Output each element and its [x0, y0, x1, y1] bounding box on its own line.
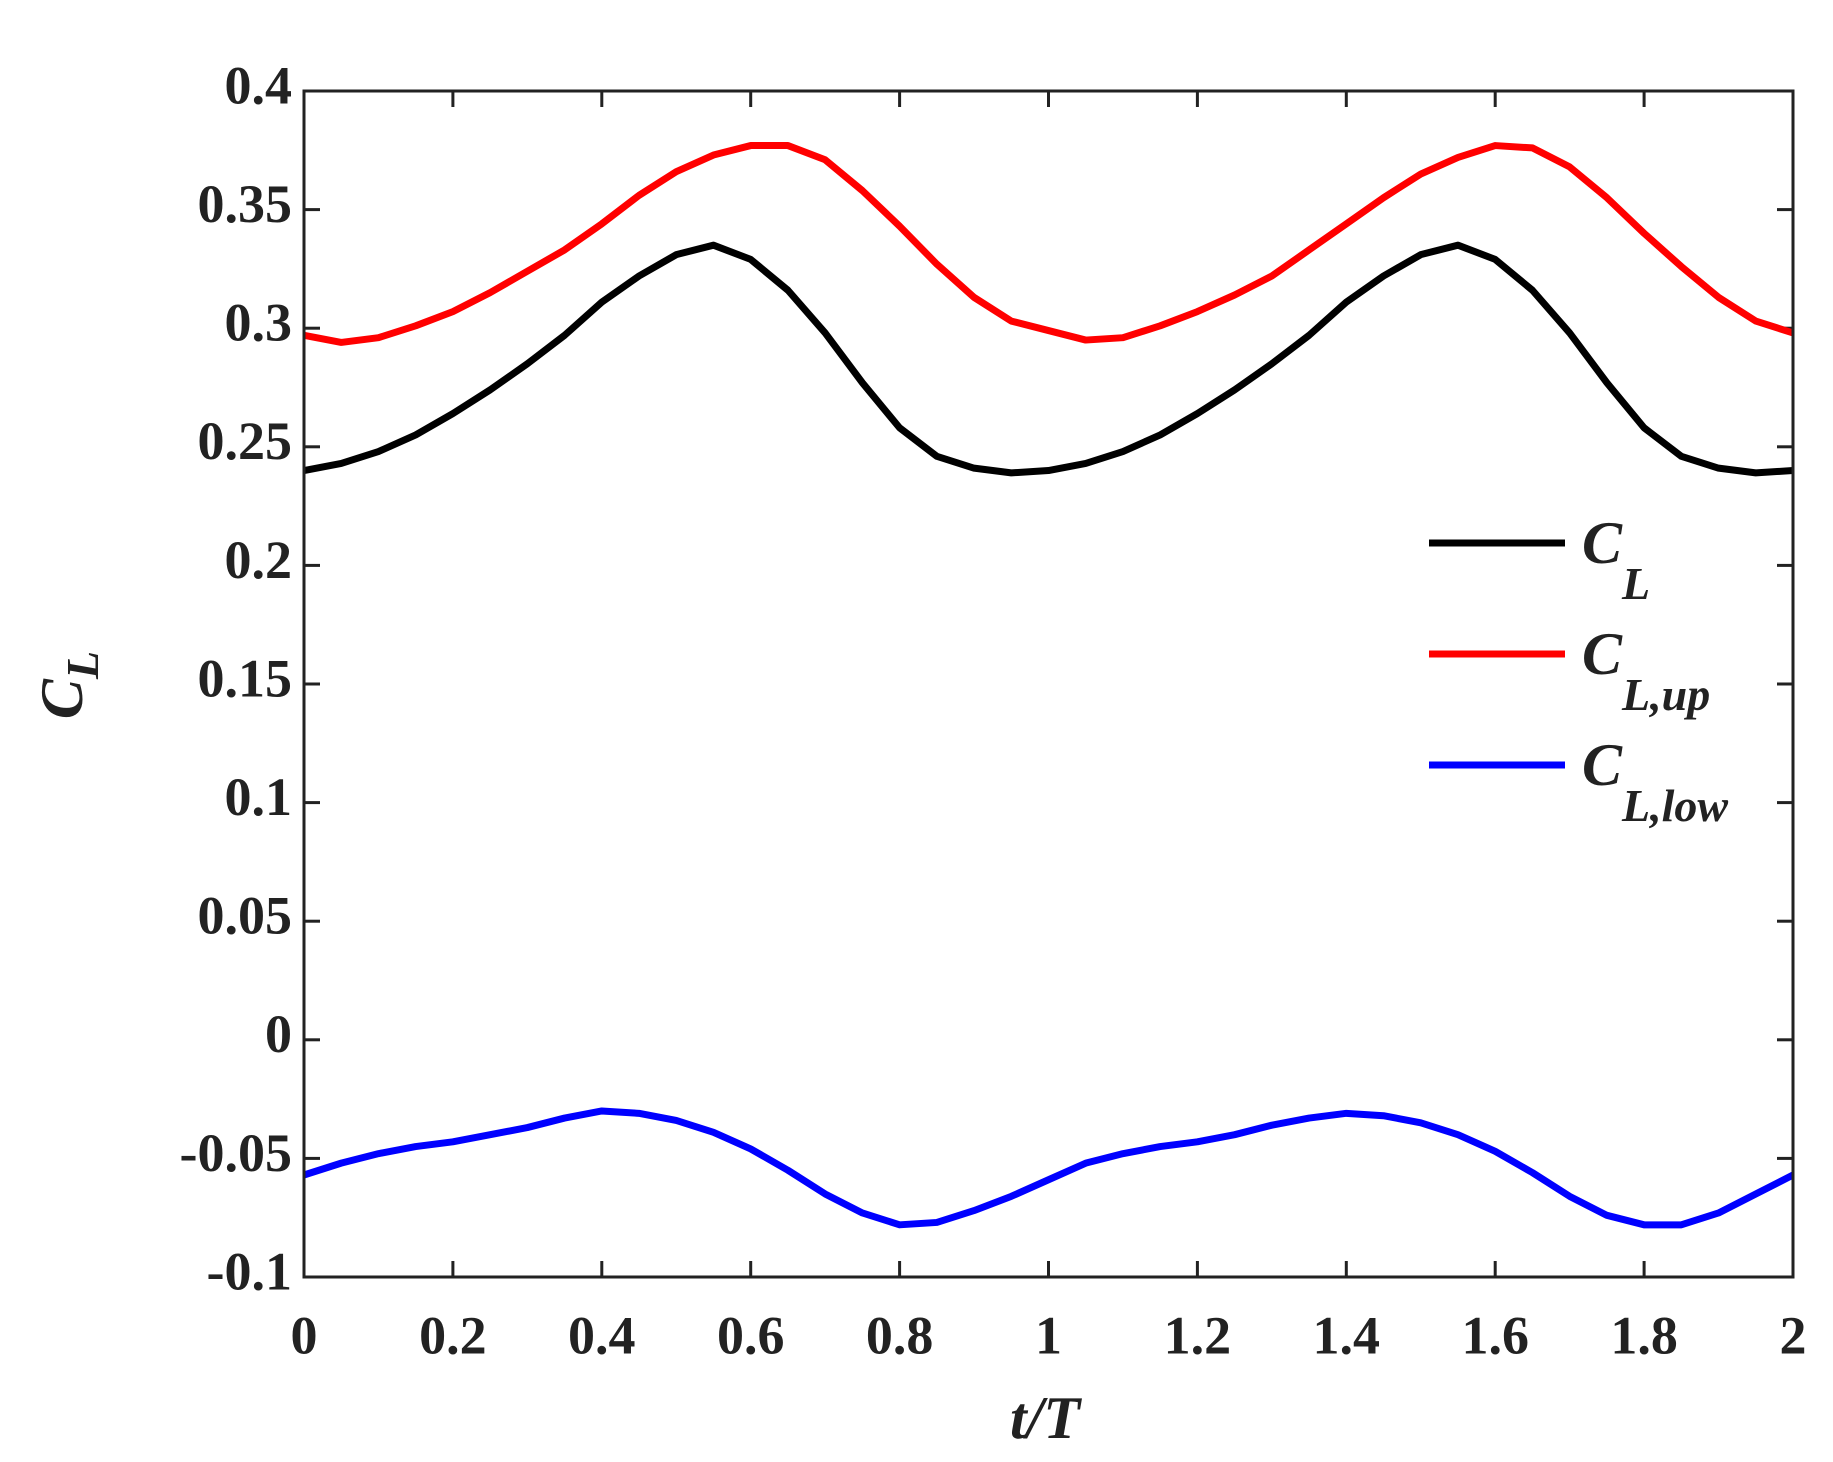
data-line — [302, 1107, 1795, 1229]
x-tick-label: 0.6 — [717, 1305, 785, 1365]
x-tick-label: 0.4 — [568, 1305, 636, 1365]
legend-label-sub: L,up — [1621, 669, 1710, 720]
legend-label: CL,low — [1582, 732, 1728, 831]
y-tick-label: -0.05 — [180, 1123, 292, 1183]
y-tick-label: 0.2 — [225, 530, 293, 590]
legend-label-sub: L,low — [1621, 780, 1728, 831]
x-tick-label: 0.8 — [866, 1305, 934, 1365]
y-tick-label: -0.1 — [207, 1241, 292, 1301]
y-tick-label: 0.25 — [198, 411, 293, 471]
x-tick-label: 1.6 — [1461, 1305, 1529, 1365]
data-line — [303, 142, 1795, 346]
legend-label: CL — [1582, 510, 1650, 609]
y-tick-label: 0.1 — [225, 767, 293, 827]
x-tick-label: 1.2 — [1164, 1305, 1232, 1365]
x-tick-label: 0 — [291, 1305, 318, 1365]
y-tick-label: 0.15 — [198, 648, 293, 708]
legend-label-main: C — [1582, 732, 1623, 798]
y-tick-label: 0.35 — [198, 174, 293, 234]
data-line — [303, 241, 1794, 477]
plot-frame — [302, 89, 1795, 1279]
y-tick-label: 0.3 — [225, 293, 293, 353]
y-axis-label-sub: L — [57, 651, 108, 680]
legend-label: CL,up — [1582, 621, 1710, 720]
x-axis-label: t/T — [1010, 1385, 1082, 1451]
legend-label-sub: L — [1621, 558, 1650, 609]
y-tick-label: 0.05 — [198, 886, 293, 946]
x-tick-label: 1.4 — [1313, 1305, 1381, 1365]
y-axis-label-main: C — [29, 678, 95, 719]
legend-label-main: C — [1582, 621, 1623, 687]
y-axis-label: CL — [29, 651, 108, 719]
x-tick-label: 1 — [1035, 1305, 1062, 1365]
legend-label-main: C — [1582, 510, 1623, 576]
y-tick-label: 0 — [265, 1004, 292, 1064]
x-tick-label: 2 — [1780, 1305, 1807, 1365]
y-tick-label: 0.4 — [225, 55, 293, 115]
x-tick-label: 1.8 — [1610, 1305, 1678, 1365]
x-tick-label: 0.2 — [419, 1305, 487, 1365]
